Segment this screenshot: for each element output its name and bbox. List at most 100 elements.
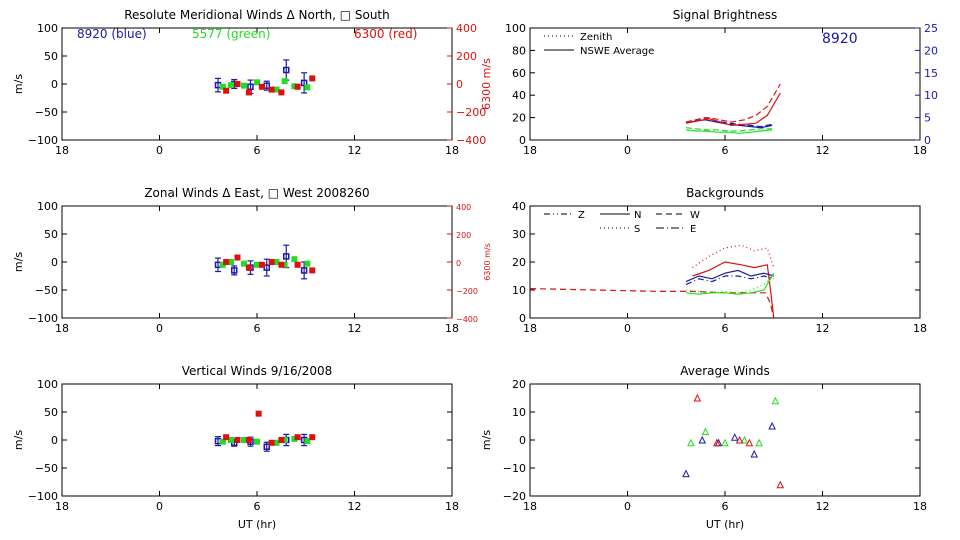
y-tick-label: 0 xyxy=(51,256,58,269)
data-point xyxy=(309,75,316,82)
series-line xyxy=(685,92,781,127)
data-point xyxy=(234,81,241,87)
y-tick-label: 0 xyxy=(519,312,526,325)
y2-tick-label: −400 xyxy=(456,315,478,324)
series-line xyxy=(685,127,773,132)
x-tick-label: 18 xyxy=(55,322,69,335)
x-tick-label: 6 xyxy=(254,322,261,335)
series-line xyxy=(685,129,773,134)
x-axis-label: UT (hr) xyxy=(706,518,744,531)
y-tick-label: −50 xyxy=(35,462,58,475)
data-point xyxy=(273,439,280,446)
x-tick-label: 6 xyxy=(254,144,261,157)
data-point xyxy=(245,437,252,443)
data-point xyxy=(294,83,301,90)
data-point xyxy=(294,261,301,268)
data-point xyxy=(245,89,252,96)
x-tick-label: 18 xyxy=(445,322,459,335)
data-point xyxy=(219,438,226,445)
legend-label: W xyxy=(690,210,700,221)
data-point xyxy=(300,267,308,274)
instrument-label: 8920 xyxy=(822,31,858,47)
x-tick-label: 12 xyxy=(348,500,362,513)
data-point xyxy=(309,267,316,274)
data-point xyxy=(745,438,754,447)
data-point xyxy=(701,427,710,436)
data-point xyxy=(730,433,739,441)
data-point xyxy=(255,410,262,417)
data-point xyxy=(247,83,254,91)
y-tick-label: −10 xyxy=(503,462,526,475)
data-point xyxy=(768,421,776,430)
data-point xyxy=(231,267,238,274)
y-axis-label: m/s xyxy=(12,430,25,450)
data-point xyxy=(241,82,247,89)
chart-title: Zonal Winds Δ East, □ West 2008260 xyxy=(144,186,369,200)
series-line xyxy=(529,288,775,319)
y-tick-label: 40 xyxy=(512,200,526,213)
data-point xyxy=(304,260,311,267)
y-tick-label: −100 xyxy=(28,312,58,325)
y-tick-label: 10 xyxy=(512,284,526,297)
y-tick-label: 0 xyxy=(51,78,58,91)
x-tick-label: 0 xyxy=(156,144,163,157)
data-point xyxy=(254,261,260,268)
data-point xyxy=(721,438,729,447)
x-tick-label: 18 xyxy=(913,322,927,335)
data-point xyxy=(309,434,316,441)
y2-tick-label: 200 xyxy=(456,50,477,63)
data-point xyxy=(755,438,763,447)
data-point xyxy=(254,438,260,445)
y-tick-label: 0 xyxy=(519,434,526,447)
data-point xyxy=(234,254,241,261)
y2-tick-label: 400 xyxy=(456,203,471,212)
data-point xyxy=(263,443,270,450)
x-tick-label: 0 xyxy=(156,322,163,335)
data-point xyxy=(241,260,247,267)
y2-tick-label: −200 xyxy=(456,106,486,119)
x-tick-label: 6 xyxy=(722,322,729,335)
data-point xyxy=(223,87,230,94)
y2-tick-label: −200 xyxy=(456,287,478,296)
color-key-label: 8920 (blue) xyxy=(77,27,147,41)
data-point xyxy=(740,435,749,444)
x-tick-label: 18 xyxy=(55,500,69,513)
y-tick-label: −20 xyxy=(503,490,526,503)
chart-title: Average Winds xyxy=(680,364,770,378)
legend-label: Zenith xyxy=(580,32,612,43)
legend-label: S xyxy=(634,224,640,235)
data-point xyxy=(228,259,234,265)
y-tick-label: 60 xyxy=(512,67,526,80)
y-tick-label: 20 xyxy=(512,378,526,391)
chart-title: Resolute Meridional Winds Δ North, □ Sou… xyxy=(124,8,390,22)
color-key-label: 6300 (red) xyxy=(354,27,417,41)
data-point xyxy=(219,83,226,90)
x-tick-label: 18 xyxy=(55,144,69,157)
series-line xyxy=(685,272,775,295)
chart-panel-1: Resolute Meridional Winds Δ North, □ Sou… xyxy=(12,8,493,157)
y-tick-label: 50 xyxy=(44,228,58,241)
x-tick-label: 18 xyxy=(523,322,537,335)
y2-axis-label: 6300 m/s xyxy=(480,58,493,110)
data-point xyxy=(223,434,230,441)
y-tick-label: 40 xyxy=(512,89,526,102)
y2-tick-label: 25 xyxy=(924,22,938,35)
legend-label: E xyxy=(690,224,696,235)
series-line xyxy=(692,244,775,269)
data-point xyxy=(294,434,301,441)
data-point xyxy=(698,435,707,444)
data-point xyxy=(304,438,311,445)
x-tick-label: 18 xyxy=(523,144,537,157)
y2-tick-label: 200 xyxy=(456,231,471,240)
x-tick-label: 0 xyxy=(624,500,631,513)
series-line xyxy=(692,261,775,319)
data-point xyxy=(300,79,308,87)
data-point xyxy=(281,78,288,85)
x-tick-label: 12 xyxy=(348,144,362,157)
x-tick-label: 0 xyxy=(624,322,631,335)
data-point xyxy=(278,437,285,443)
data-point xyxy=(693,393,702,402)
y-tick-label: 0 xyxy=(51,434,58,447)
y-tick-label: −100 xyxy=(28,490,58,503)
